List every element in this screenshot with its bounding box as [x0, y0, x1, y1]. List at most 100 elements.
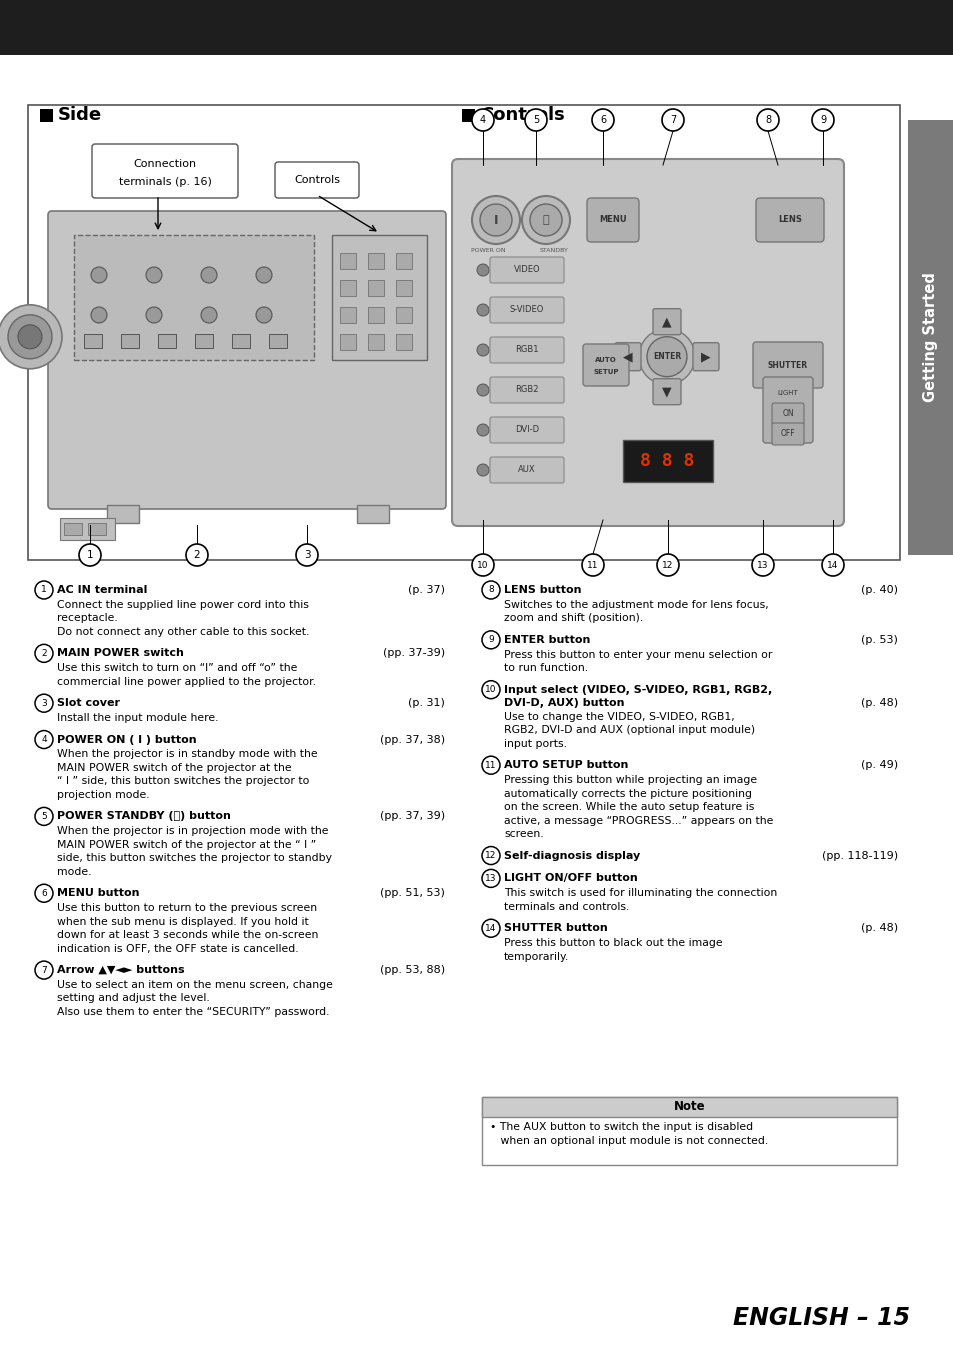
Text: Pressing this button while projecting an image: Pressing this button while projecting an…	[503, 775, 757, 786]
Circle shape	[295, 544, 317, 566]
Bar	[622, 440, 712, 482]
FancyBboxPatch shape	[615, 343, 640, 371]
Bar	[232, 333, 250, 348]
FancyBboxPatch shape	[48, 211, 446, 509]
Text: 9: 9	[819, 115, 825, 126]
Text: active, a message “PROGRESS...” appears on the: active, a message “PROGRESS...” appears …	[503, 815, 773, 826]
Bar	[368, 306, 384, 323]
FancyBboxPatch shape	[755, 198, 823, 242]
Text: Input select (VIDEO, S-VIDEO, RGB1, RGB2,: Input select (VIDEO, S-VIDEO, RGB1, RGB2…	[503, 684, 771, 695]
Bar	[461, 109, 475, 122]
Text: 6: 6	[41, 888, 47, 898]
Bar	[64, 522, 82, 535]
Text: ▼: ▼	[661, 385, 671, 398]
Bar	[368, 252, 384, 269]
FancyBboxPatch shape	[490, 377, 563, 404]
Text: Use this switch to turn on “l” and off “o” the: Use this switch to turn on “l” and off “…	[57, 663, 297, 674]
FancyBboxPatch shape	[274, 162, 358, 198]
Text: input ports.: input ports.	[503, 738, 566, 749]
Text: when an optional input module is not connected.: when an optional input module is not con…	[490, 1135, 767, 1146]
FancyBboxPatch shape	[490, 256, 563, 284]
Circle shape	[481, 869, 499, 887]
Circle shape	[657, 554, 679, 576]
Text: setting and adjust the level.: setting and adjust the level.	[57, 994, 210, 1003]
Text: (p. 48): (p. 48)	[860, 698, 897, 709]
Text: (p. 31): (p. 31)	[408, 698, 444, 709]
Bar	[0, 0, 953, 55]
Text: MAIN POWER switch: MAIN POWER switch	[57, 648, 184, 659]
Circle shape	[35, 884, 53, 902]
Text: 12: 12	[485, 850, 497, 860]
Text: 8 8 8: 8 8 8	[639, 452, 694, 470]
Text: indication is OFF, the OFF state is cancelled.: indication is OFF, the OFF state is canc…	[57, 944, 298, 953]
Text: 5: 5	[41, 811, 47, 821]
Circle shape	[476, 344, 489, 356]
Bar	[28, 105, 899, 560]
Text: ▲: ▲	[661, 315, 671, 328]
Text: ON: ON	[781, 409, 793, 418]
Text: “ l ” side, this button switches the projector to: “ l ” side, this button switches the pro…	[57, 776, 309, 787]
Text: Arrow ▲▼◄► buttons: Arrow ▲▼◄► buttons	[57, 965, 185, 975]
Text: Press this button to black out the image: Press this button to black out the image	[503, 938, 721, 948]
Circle shape	[18, 325, 42, 348]
Bar	[194, 333, 213, 348]
Circle shape	[35, 644, 53, 663]
Bar	[339, 252, 355, 269]
Text: mode.: mode.	[57, 867, 91, 876]
Text: 14: 14	[826, 560, 838, 570]
Text: Side: Side	[58, 107, 102, 124]
Circle shape	[472, 196, 519, 244]
FancyBboxPatch shape	[771, 423, 803, 446]
Text: Press this button to enter your menu selection or: Press this button to enter your menu sel…	[503, 649, 772, 660]
Bar	[88, 522, 106, 535]
Bar	[356, 505, 389, 522]
Text: down for at least 3 seconds while the on-screen: down for at least 3 seconds while the on…	[57, 930, 318, 940]
Text: ◀: ◀	[622, 350, 632, 363]
Text: ENTER: ENTER	[652, 352, 680, 362]
Circle shape	[472, 554, 494, 576]
Bar	[40, 109, 53, 122]
Text: (pp. 53, 88): (pp. 53, 88)	[379, 965, 444, 975]
Bar	[158, 333, 175, 348]
Text: projection mode.: projection mode.	[57, 790, 150, 801]
Text: STANDBY: STANDBY	[539, 247, 568, 252]
Text: • The AUX button to switch the input is disabled: • The AUX button to switch the input is …	[490, 1122, 752, 1133]
Text: This switch is used for illuminating the connection: This switch is used for illuminating the…	[503, 888, 777, 898]
FancyBboxPatch shape	[490, 297, 563, 323]
FancyBboxPatch shape	[452, 159, 843, 526]
Text: MAIN POWER switch of the projector at the “ l ”: MAIN POWER switch of the projector at th…	[57, 840, 315, 849]
Circle shape	[476, 383, 489, 396]
Bar	[339, 279, 355, 296]
Bar	[395, 306, 412, 323]
Text: Slot cover: Slot cover	[57, 698, 120, 709]
Bar	[84, 333, 102, 348]
Circle shape	[201, 267, 216, 284]
Circle shape	[530, 204, 561, 236]
Circle shape	[91, 306, 107, 323]
FancyBboxPatch shape	[771, 404, 803, 425]
Circle shape	[476, 424, 489, 436]
Text: terminals and controls.: terminals and controls.	[503, 902, 629, 911]
Text: LENS button: LENS button	[503, 585, 581, 595]
Text: zoom and shift (position).: zoom and shift (position).	[503, 613, 642, 624]
Bar	[107, 505, 139, 522]
Text: 8: 8	[764, 115, 770, 126]
Circle shape	[481, 630, 499, 649]
Circle shape	[581, 554, 603, 576]
Bar	[368, 333, 384, 350]
Text: (pp. 118-119): (pp. 118-119)	[821, 850, 897, 860]
Circle shape	[201, 306, 216, 323]
Text: (p. 49): (p. 49)	[860, 760, 897, 771]
Bar	[395, 333, 412, 350]
Circle shape	[472, 109, 494, 131]
Circle shape	[255, 306, 272, 323]
Text: ENGLISH – 15: ENGLISH – 15	[732, 1305, 909, 1330]
Text: terminals (p. 16): terminals (p. 16)	[118, 177, 212, 186]
Text: 4: 4	[479, 115, 485, 126]
Text: ENTER button: ENTER button	[503, 634, 590, 645]
Text: 2: 2	[193, 549, 200, 560]
Text: when the sub menu is displayed. If you hold it: when the sub menu is displayed. If you h…	[57, 917, 309, 926]
Text: AUTO SETUP button: AUTO SETUP button	[503, 760, 628, 771]
Bar	[395, 252, 412, 269]
Text: 11: 11	[485, 760, 497, 770]
